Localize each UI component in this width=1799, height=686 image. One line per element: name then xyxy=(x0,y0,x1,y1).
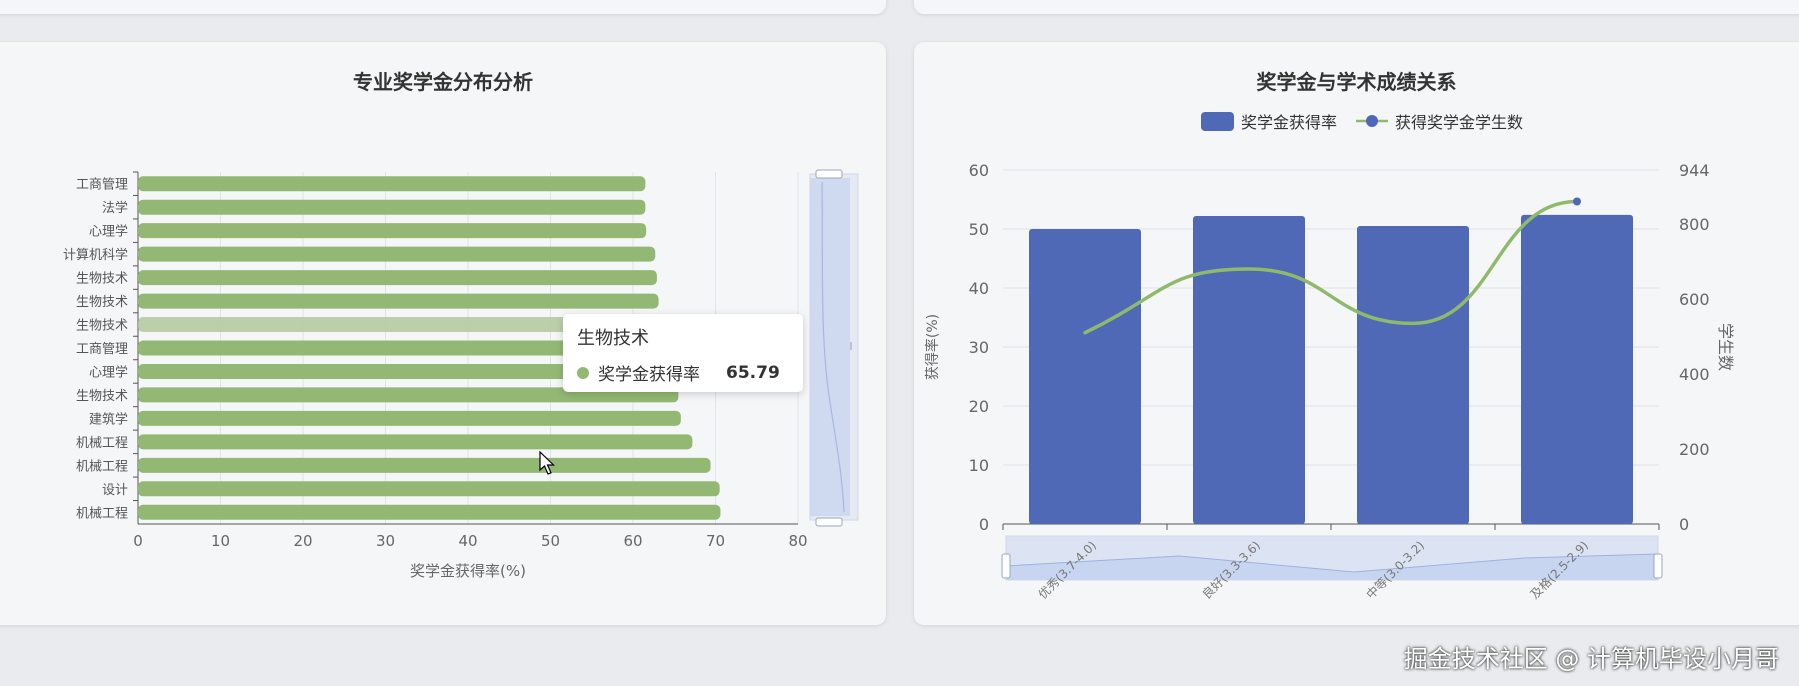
mouse-cursor-icon xyxy=(539,451,555,475)
bar-1[interactable] xyxy=(138,199,646,215)
left-chart-title: 专业奖学金分布分析 xyxy=(353,70,533,94)
right-right-tick-label: 800 xyxy=(1679,215,1710,234)
right-left-tick-label: 50 xyxy=(969,220,989,239)
right-slider-handle-left[interactable] xyxy=(1001,553,1011,579)
students-point[interactable] xyxy=(1573,197,1581,206)
right-right-tick-label: 600 xyxy=(1679,290,1710,309)
right-right-tick-label: 400 xyxy=(1679,365,1710,384)
left-y-tick-label: 生物技术 xyxy=(76,295,128,310)
right-chart-title: 奖学金与学术成绩关系 xyxy=(1256,70,1457,94)
left-bars[interactable] xyxy=(138,176,721,520)
legend-bar-swatch xyxy=(1201,111,1234,131)
right-left-tick-label: 20 xyxy=(969,397,989,416)
bar-2[interactable] xyxy=(138,223,647,239)
right-slider-handle-right[interactable] xyxy=(1653,553,1663,579)
left-y-tick-label: 心理学 xyxy=(89,224,128,240)
bar-10[interactable] xyxy=(138,410,681,426)
right-left-tick-label: 40 xyxy=(969,279,989,298)
bar-3[interactable] xyxy=(138,246,656,262)
right-left-axis-label: 获得率(%) xyxy=(924,314,941,380)
right-right-axis: 0 200 400 600 800 944 xyxy=(1679,161,1710,534)
left-y-tick-label: 心理学 xyxy=(89,364,128,380)
right-bar-3[interactable] xyxy=(1521,214,1633,524)
bar-14[interactable] xyxy=(138,504,721,520)
right-left-tick-label: 60 xyxy=(969,161,989,180)
left-y-tick-label: 机械工程 xyxy=(76,459,128,474)
legend-line-label: 获得奖学金学生数 xyxy=(1395,113,1524,132)
right-line-series[interactable] xyxy=(1083,197,1581,335)
right-bars[interactable] xyxy=(1029,214,1633,525)
left-y-tick-label: 设计 xyxy=(102,483,128,498)
left-x-tick-label: 0 xyxy=(133,532,143,550)
left-y-tick-label: 生物技术 xyxy=(76,389,128,404)
bar-12[interactable] xyxy=(138,457,711,473)
left-x-tick-label: 50 xyxy=(541,532,560,550)
slider-handle-top[interactable] xyxy=(815,169,843,179)
bar-11[interactable] xyxy=(138,434,693,450)
left-y-tick-label: 生物技术 xyxy=(76,272,128,287)
left-y-tick-label: 工商管理 xyxy=(76,342,128,357)
bar-tooltip: 生物技术 奖学金获得率 65.79 xyxy=(563,314,803,392)
bar-4[interactable] xyxy=(138,270,657,286)
left-x-axis: 0 10 20 30 40 50 60 70 80 xyxy=(133,532,807,550)
bar-7[interactable] xyxy=(138,340,671,356)
right-right-axis-label: 学生数 xyxy=(1716,323,1735,371)
legend-bar-label: 奖学金获得率 xyxy=(1241,113,1338,132)
bar-5[interactable] xyxy=(138,293,659,309)
left-y-tick-label: 机械工程 xyxy=(76,506,128,521)
left-y-tick-label: 计算机科学 xyxy=(63,247,128,263)
left-y-tick-label: 生物技术 xyxy=(76,319,128,334)
bar-8[interactable] xyxy=(138,363,675,379)
scholarship-gpa-combo-chart[interactable]: 0 10 20 30 40 50 60 0 200 400 600 800 944 获得率(%) 学生… xyxy=(914,42,1799,625)
bar-13[interactable] xyxy=(138,481,720,497)
left-y-tick-label: 机械工程 xyxy=(76,436,128,451)
right-bar-1[interactable] xyxy=(1193,216,1305,524)
bar-6[interactable] xyxy=(138,317,681,333)
left-y-tick-label: 工商管理 xyxy=(76,178,128,193)
right-right-tick-label: 944 xyxy=(1679,161,1710,180)
bar-9[interactable] xyxy=(138,387,679,403)
bar-0[interactable] xyxy=(138,176,646,192)
right-left-tick-label: 30 xyxy=(969,338,989,357)
left-x-tick-label: 20 xyxy=(293,532,312,550)
top-card-right xyxy=(914,0,1799,14)
left-y-tick-label: 建筑学 xyxy=(89,411,128,427)
right-bar-0[interactable] xyxy=(1029,229,1141,524)
right-right-tick-label: 200 xyxy=(1679,440,1710,459)
right-left-tick-label: 10 xyxy=(969,456,989,475)
left-x-tick-label: 40 xyxy=(458,532,477,550)
left-y-tick-label: 法学 xyxy=(102,200,128,216)
left-x-tick-label: 10 xyxy=(211,532,230,550)
tooltip-series-name: 奖学金获得率 xyxy=(598,365,700,385)
right-left-tick-label: 0 xyxy=(979,515,989,534)
right-legend[interactable]: 奖学金获得率 获得奖学金学生数 xyxy=(1201,109,1541,133)
left-x-tick-label: 80 xyxy=(788,532,807,550)
tooltip-row: 奖学金获得率 65.79 xyxy=(577,360,789,385)
legend-item-line[interactable]: 获得奖学金学生数 xyxy=(1355,109,1523,133)
left-x-axis-label: 奖学金获得率(%) xyxy=(410,562,526,580)
legend-line-swatch xyxy=(1356,115,1389,127)
left-x-tick-label: 30 xyxy=(376,532,395,550)
top-card-left xyxy=(0,0,886,14)
slider-handle-bottom[interactable] xyxy=(815,517,843,527)
watermark: 掘金技术社区 @ 计算机毕设小月哥 xyxy=(1403,645,1779,673)
left-x-tick-label: 60 xyxy=(623,532,642,550)
right-bar-2[interactable] xyxy=(1357,226,1469,525)
left-datazoom-slider[interactable] xyxy=(809,169,859,527)
left-x-tick-label: 70 xyxy=(706,532,725,550)
major-scholarship-bar-chart[interactable]: 工商管理法学心理学计算机科学生物技术生物技术生物技术工商管理心理学生物技术建筑学… xyxy=(0,42,886,625)
tooltip-title: 生物技术 xyxy=(577,328,649,349)
right-right-tick-label: 0 xyxy=(1679,515,1689,534)
right-left-axis: 0 10 20 30 40 50 60 xyxy=(969,161,989,534)
legend-item-bar[interactable]: 奖学金获得率 xyxy=(1201,109,1337,133)
left-y-axis: 工商管理法学心理学计算机科学生物技术生物技术生物技术工商管理心理学生物技术建筑学… xyxy=(63,171,138,521)
tooltip-series-dot xyxy=(577,366,589,379)
tooltip-value: 65.79 xyxy=(726,362,780,383)
students-line[interactable] xyxy=(1083,199,1579,335)
right-datazoom-slider[interactable] xyxy=(1001,535,1663,581)
